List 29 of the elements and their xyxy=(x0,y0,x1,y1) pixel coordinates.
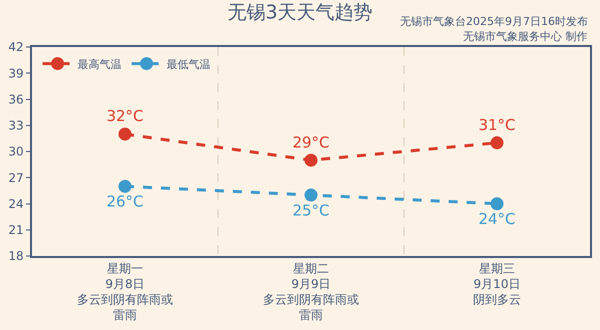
point xyxy=(490,197,504,210)
y-tick-label: 42 xyxy=(8,40,24,54)
y-tick-label: 24 xyxy=(8,196,24,211)
data-label: 32°C xyxy=(106,107,144,126)
x-tick-label: 星期一 9月8日多云到阴有阵雨或雷雨 xyxy=(77,261,173,322)
text: 无锡市气象台2025年9月7日16时发布 xyxy=(400,15,588,28)
x-tick-label: 星期三 9月10日阴到多云 xyxy=(473,261,521,307)
point xyxy=(118,180,132,193)
legend-label: 最高气温 xyxy=(78,58,122,71)
data-label: 25°C xyxy=(292,201,330,220)
point xyxy=(118,128,132,141)
point xyxy=(304,188,318,202)
point xyxy=(304,154,318,167)
point xyxy=(490,136,504,150)
x-tick-label: 星期二 9月9日多云到阴有阵雨或雷雨 xyxy=(263,261,359,322)
data-label: 29°C xyxy=(292,133,330,152)
data-label: 31°C xyxy=(478,116,516,134)
y-tick-label: 30 xyxy=(8,144,24,159)
legend-label: 最低气温 xyxy=(166,58,211,71)
y-tick-label: 36 xyxy=(8,92,24,106)
y-tick-label: 18 xyxy=(8,249,24,264)
chart-title: 无锡3天天气趋势 xyxy=(227,1,373,24)
y-tick-label: 33 xyxy=(8,118,24,133)
data-label: 24°C xyxy=(478,210,516,228)
text: 无锡市气象服务中心 制作 xyxy=(463,30,588,43)
y-tick-label: 39 xyxy=(8,66,24,80)
data-label: 26°C xyxy=(106,192,144,211)
y-tick-label: 21 xyxy=(8,223,24,238)
y-tick-label: 27 xyxy=(8,170,24,185)
